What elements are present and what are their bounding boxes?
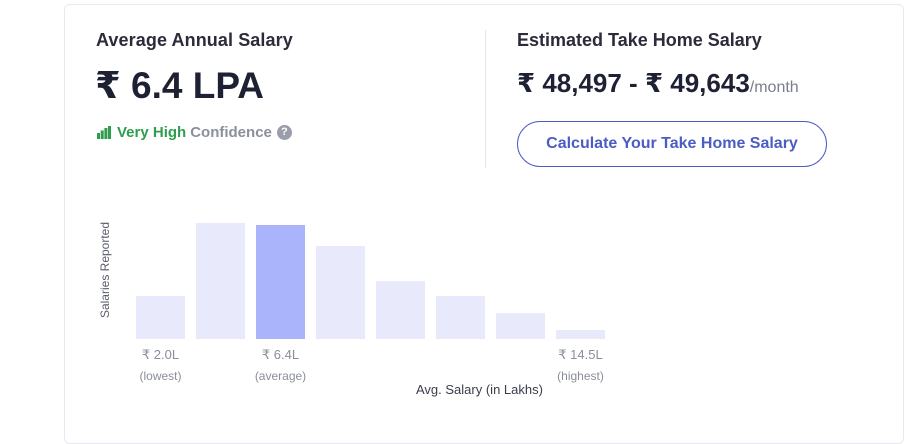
chart-tick-sublabel: (average) — [254, 369, 307, 383]
take-home-value: ₹ 48,497 - ₹ 49,643/month — [517, 68, 799, 99]
chart-bar — [256, 225, 305, 339]
confidence-label: Confidence — [190, 124, 272, 141]
chart-bar — [436, 296, 485, 339]
chart-bar — [496, 313, 545, 339]
average-salary-title: Average Annual Salary — [96, 30, 293, 50]
chart-tick-label: ₹ 2.0L — [141, 347, 180, 362]
chart-x-axis-label: Avg. Salary (in Lakhs) — [416, 382, 543, 397]
confidence-level: Very High — [117, 124, 187, 141]
calculate-take-home-button[interactable]: Calculate Your Take Home Salary — [517, 121, 827, 167]
section-divider — [485, 30, 486, 168]
chart-tick-label: ₹ 14.5L — [558, 347, 603, 362]
chart-bar — [196, 223, 245, 339]
confidence-indicator: Very High Confidence ? — [97, 124, 292, 141]
chart-tick-sublabel: (highest) — [557, 369, 604, 383]
signal-bars-icon — [97, 126, 111, 139]
average-salary-value: ₹ 6.4 LPA — [95, 65, 264, 106]
chart-bar — [556, 329, 605, 339]
take-home-unit: /month — [749, 79, 799, 96]
take-home-range: ₹ 48,497 - ₹ 49,643 — [517, 68, 750, 98]
chart-bar — [376, 281, 425, 339]
chart-bar — [136, 296, 185, 339]
take-home-title: Estimated Take Home Salary — [517, 30, 762, 50]
chart-tick-sublabel: (lowest) — [139, 369, 182, 383]
chart-bar — [316, 246, 365, 339]
help-icon[interactable]: ? — [276, 125, 292, 140]
chart-tick-label: ₹ 6.4L — [261, 347, 300, 362]
chart-y-axis-label: Salaries Reported — [98, 221, 112, 319]
